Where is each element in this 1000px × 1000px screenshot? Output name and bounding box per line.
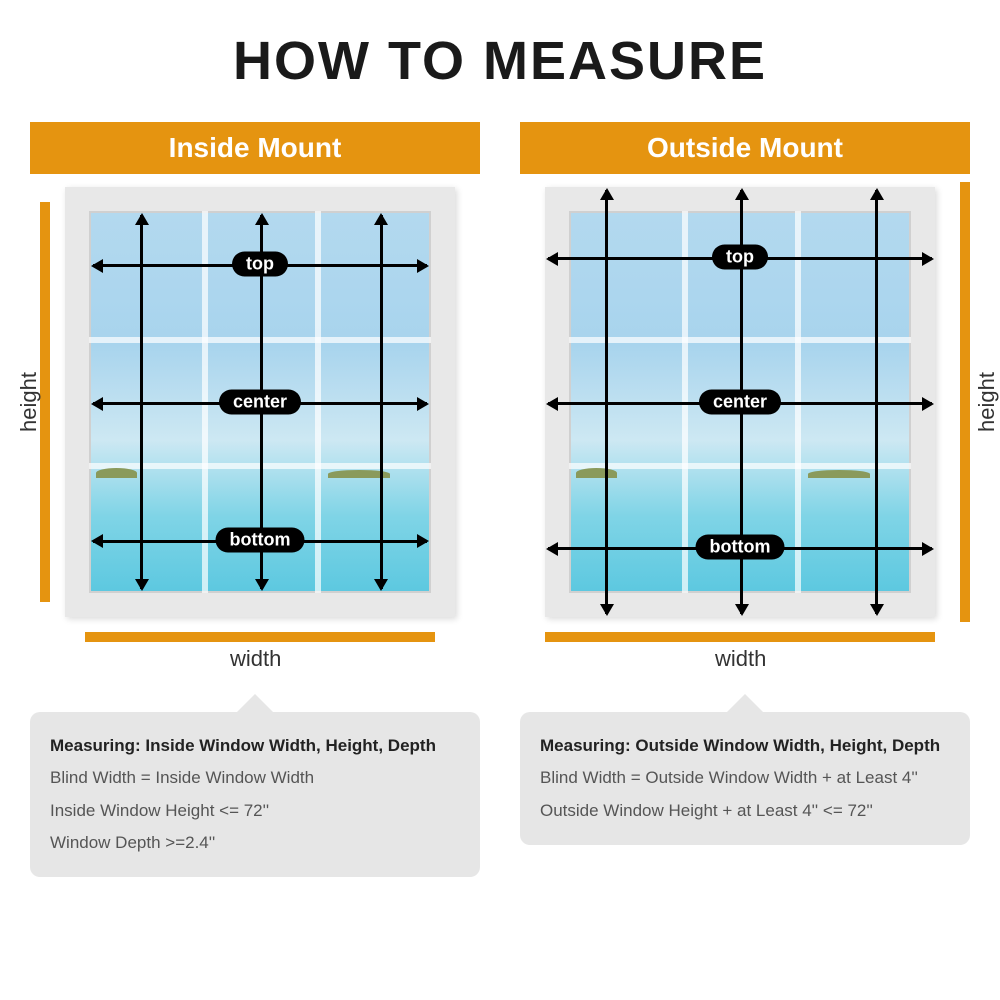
outside-diagram: height top center bottom width [520,182,970,662]
inside-info-box: Measuring: Inside Window Width, Height, … [30,712,480,877]
outside-width-label: width [715,646,766,672]
inside-info-line2: Inside Window Height <= 72'' [50,795,460,827]
inside-width-bar [85,632,435,642]
page-title: HOW TO MEASURE [30,30,970,92]
inside-header: Inside Mount [30,122,480,174]
outside-info-title: Measuring: Outside Window Width, Height,… [540,730,950,762]
inside-panel: Inside Mount height top center [30,122,480,877]
label-top: top [232,252,288,277]
outside-width-bar [545,632,935,642]
inside-window: top center bottom [65,187,455,617]
outside-height-label: height [974,372,1000,432]
inside-info-title: Measuring: Inside Window Width, Height, … [50,730,460,762]
label-bottom: bottom [216,527,305,552]
label-center: center [699,390,781,415]
inside-width-label: width [230,646,281,672]
label-center: center [219,390,301,415]
inside-diagram: height top center bottom wi [30,182,480,662]
outside-info-box: Measuring: Outside Window Width, Height,… [520,712,970,845]
inside-height-label: height [16,372,42,432]
panels-row: Inside Mount height top center [30,122,970,877]
inside-info-line1: Blind Width = Inside Window Width [50,762,460,794]
outside-info-line2: Outside Window Height + at Least 4'' <= … [540,795,950,827]
inside-info-line3: Window Depth >=2.4'' [50,827,460,859]
label-top: top [712,245,768,270]
outside-header: Outside Mount [520,122,970,174]
outside-height-bar [960,182,970,622]
outside-info-line1: Blind Width = Outside Window Width + at … [540,762,950,794]
label-bottom: bottom [696,535,785,560]
outside-panel: Outside Mount height top center bottom [520,122,970,877]
